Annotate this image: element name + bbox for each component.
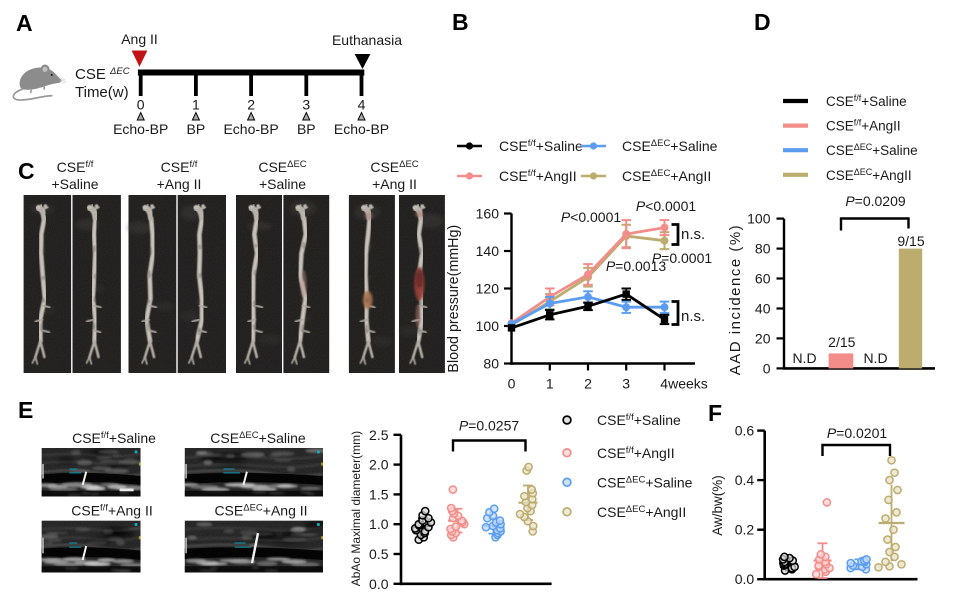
svg-text:2.5: 2.5 xyxy=(369,427,389,443)
svg-text:80: 80 xyxy=(755,241,771,257)
svg-text:Ang II: Ang II xyxy=(121,31,158,47)
svg-text:CSEf/f+AngII: CSEf/f+AngII xyxy=(597,445,675,461)
svg-text:CSEf/f+Saline: CSEf/f+Saline xyxy=(597,412,681,428)
svg-text:+Saline: +Saline xyxy=(51,176,98,192)
svg-text:1: 1 xyxy=(546,376,554,392)
svg-text:100: 100 xyxy=(476,318,500,334)
svg-text:20: 20 xyxy=(755,330,771,346)
svg-text:BP: BP xyxy=(187,121,206,137)
svg-text:120: 120 xyxy=(476,281,500,297)
svg-text:Euthanasia: Euthanasia xyxy=(332,32,402,48)
svg-text:0.0: 0.0 xyxy=(735,571,755,587)
svg-text:N.D: N.D xyxy=(863,350,887,366)
svg-text:CSEf/f+Saline: CSEf/f+Saline xyxy=(826,93,907,109)
svg-text:9/15: 9/15 xyxy=(897,233,924,249)
svg-text:n.s.: n.s. xyxy=(681,308,705,325)
svg-text:40: 40 xyxy=(755,301,771,317)
svg-text:0: 0 xyxy=(508,376,516,392)
svg-text:P=0.0001: P=0.0001 xyxy=(652,250,713,266)
svg-text:Echo-BP: Echo-BP xyxy=(334,121,389,137)
svg-text:CSEΔEC+AngII: CSEΔEC+AngII xyxy=(826,167,912,183)
svg-text:A: A xyxy=(16,10,33,36)
svg-text:P<0.0001: P<0.0001 xyxy=(636,198,697,214)
svg-text:80: 80 xyxy=(483,356,499,372)
svg-text:2/15: 2/15 xyxy=(828,334,855,350)
svg-text:60: 60 xyxy=(755,271,771,287)
svg-text:Blood pressure(mmHg): Blood pressure(mmHg) xyxy=(446,225,462,373)
svg-text:160: 160 xyxy=(476,206,500,222)
svg-text:CSEΔEC+Saline: CSEΔEC+Saline xyxy=(210,430,306,446)
svg-text:1.5: 1.5 xyxy=(369,486,389,502)
svg-text:CSEf/f+Ang II: CSEf/f+Ang II xyxy=(71,503,152,519)
svg-text:CSEf/f: CSEf/f xyxy=(57,159,94,175)
svg-text:CSEf/f+Saline: CSEf/f+Saline xyxy=(72,430,156,446)
svg-text:P<0.0001: P<0.0001 xyxy=(561,209,622,225)
svg-text:CSEf/f+AngII: CSEf/f+AngII xyxy=(826,118,901,134)
svg-text:2.0: 2.0 xyxy=(369,457,389,473)
svg-text:Echo-BP: Echo-BP xyxy=(223,121,278,137)
svg-text:CSEΔEC+AngII: CSEΔEC+AngII xyxy=(597,504,686,520)
svg-text:C: C xyxy=(18,158,35,184)
svg-text:AAD incidence (%): AAD incidence (%) xyxy=(727,224,744,375)
svg-text:Echo-BP: Echo-BP xyxy=(113,121,168,137)
svg-text:Time(w): Time(w) xyxy=(75,84,129,101)
svg-text:+Saline: +Saline xyxy=(259,176,306,192)
svg-text:P=0.0209: P=0.0209 xyxy=(845,193,906,209)
svg-text:B: B xyxy=(452,9,469,35)
svg-text:CSEf/f+Saline: CSEf/f+Saline xyxy=(499,138,583,154)
svg-text:140: 140 xyxy=(476,243,500,259)
svg-text:CSEf/f: CSEf/f xyxy=(161,159,198,175)
svg-text:P=0.0257: P=0.0257 xyxy=(459,418,520,434)
svg-text:P=0.0013: P=0.0013 xyxy=(606,258,667,274)
svg-text:F: F xyxy=(708,400,722,426)
svg-text:3: 3 xyxy=(302,97,310,113)
svg-text:0: 0 xyxy=(763,360,771,376)
svg-text:CSEΔEC+AngII: CSEΔEC+AngII xyxy=(622,168,711,184)
svg-text:3: 3 xyxy=(622,376,630,392)
svg-text:4: 4 xyxy=(358,97,366,113)
svg-text:2: 2 xyxy=(247,97,255,113)
svg-text:100: 100 xyxy=(747,211,771,227)
svg-text:BP: BP xyxy=(297,121,316,137)
svg-text:1: 1 xyxy=(192,97,200,113)
svg-text:2: 2 xyxy=(584,376,592,392)
svg-text:P=0.0201: P=0.0201 xyxy=(827,425,888,441)
svg-text:0: 0 xyxy=(137,97,145,113)
svg-text:0.0: 0.0 xyxy=(369,576,389,592)
svg-text:E: E xyxy=(18,397,33,423)
svg-text:N.D: N.D xyxy=(792,350,816,366)
svg-text:0.5: 0.5 xyxy=(369,546,389,562)
svg-text:+Ang II: +Ang II xyxy=(372,176,417,192)
svg-text:1.0: 1.0 xyxy=(369,516,389,532)
svg-text:CSEΔEC+Saline: CSEΔEC+Saline xyxy=(826,142,918,158)
svg-text:n.s.: n.s. xyxy=(681,226,705,243)
svg-text:CSEΔEC+Ang II: CSEΔEC+Ang II xyxy=(214,503,307,519)
svg-text:4weeks: 4weeks xyxy=(660,376,707,392)
svg-text:0.4: 0.4 xyxy=(735,472,755,488)
svg-text:CSEf/f+AngII: CSEf/f+AngII xyxy=(499,168,577,184)
svg-text:+Ang II: +Ang II xyxy=(157,176,202,192)
svg-text:0.6: 0.6 xyxy=(735,423,755,439)
svg-text:CSEΔEC+Saline: CSEΔEC+Saline xyxy=(622,138,718,154)
svg-text:AbAo Maximal diameter(mm): AbAo Maximal diameter(mm) xyxy=(349,431,363,586)
svg-text:Aw/bw(%): Aw/bw(%) xyxy=(710,475,725,536)
svg-text:CSEΔEC+Saline: CSEΔEC+Saline xyxy=(597,474,693,490)
svg-text:D: D xyxy=(754,9,771,35)
svg-text:0.2: 0.2 xyxy=(735,522,755,538)
